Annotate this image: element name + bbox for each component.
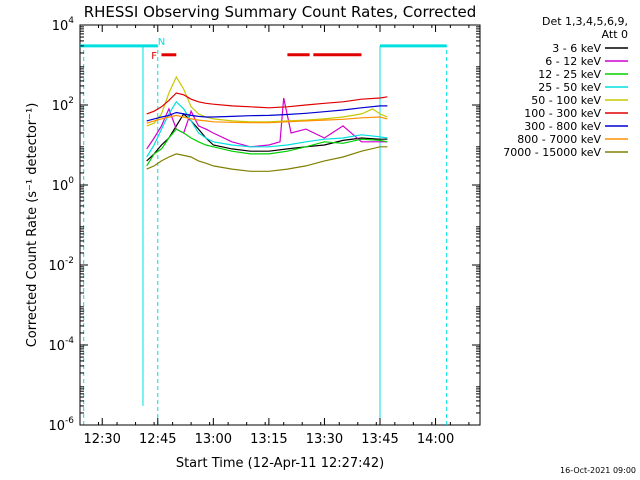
detector-info-line-2: Att 0 [602, 28, 628, 41]
legend-label: 7000 - 15000 keV [503, 146, 601, 159]
x-tick-label: 13:00 [195, 432, 232, 447]
y-tick-label: 10-4 [48, 336, 74, 354]
y-tick-label: 10-6 [48, 416, 74, 434]
series-line [146, 97, 388, 150]
series-line [146, 75, 388, 127]
x-tick-label: 14:00 [417, 432, 454, 447]
plot-frame [79, 24, 481, 426]
y-tick-label: 10-2 [48, 256, 74, 274]
legend-label: 300 - 800 keV [524, 120, 601, 133]
x-tick-label: 12:30 [83, 432, 120, 447]
legend-label: 100 - 300 keV [524, 107, 601, 120]
legend-header: Det 1,3,4,5,6,9, Att 0 [542, 15, 628, 41]
legend-label: 12 - 25 keV [538, 68, 601, 81]
y-tick-label: 100 [52, 176, 75, 194]
x-axis-ticks: 12:30 12:45 13:00 13:15 13:30 13:45 14:00 [79, 25, 470, 447]
x-tick-label: 13:30 [306, 432, 343, 447]
x-axis-label: Start Time (12-Apr-11 12:27:42) [176, 456, 384, 471]
annotation-label: N [158, 37, 165, 48]
legend-label: 3 - 6 keV [552, 42, 601, 55]
y-axis-label: Corrected Count Rate (s⁻¹ detector⁻¹) [25, 103, 40, 348]
x-tick-label: 13:15 [250, 432, 287, 447]
y-tick-label: 102 [52, 96, 74, 114]
series-layer [146, 75, 388, 172]
series-line [146, 100, 388, 158]
legend-label: 800 - 7000 keV [517, 133, 601, 146]
series-line [146, 92, 388, 115]
annotations-layer: FN [80, 37, 448, 425]
footer-date: 16-Oct-2021 09:00 [560, 466, 636, 475]
chart-title: RHESSI Observing Summary Count Rates, Co… [84, 3, 477, 21]
annotation-label: F [151, 51, 157, 62]
plot-area: FN 12:30 12:45 13:00 13:15 13:30 13:45 14:00 1… [48, 16, 481, 447]
series-line [146, 146, 388, 172]
legend-label: 6 - 12 keV [545, 55, 601, 68]
series-line [146, 128, 388, 167]
series-line [146, 114, 388, 124]
detector-info-line-1: Det 1,3,4,5,6,9, [542, 15, 628, 28]
legend-label: 50 - 100 keV [531, 94, 601, 107]
y-axis-ticks: 10-6 10-4 10-2 100 102 104 [48, 16, 480, 434]
x-tick-label: 12:45 [139, 432, 176, 447]
y-tick-label: 104 [52, 16, 75, 34]
legend-label: 25 - 50 keV [538, 81, 601, 94]
series-line [146, 105, 388, 122]
x-tick-label: 13:45 [361, 432, 398, 447]
